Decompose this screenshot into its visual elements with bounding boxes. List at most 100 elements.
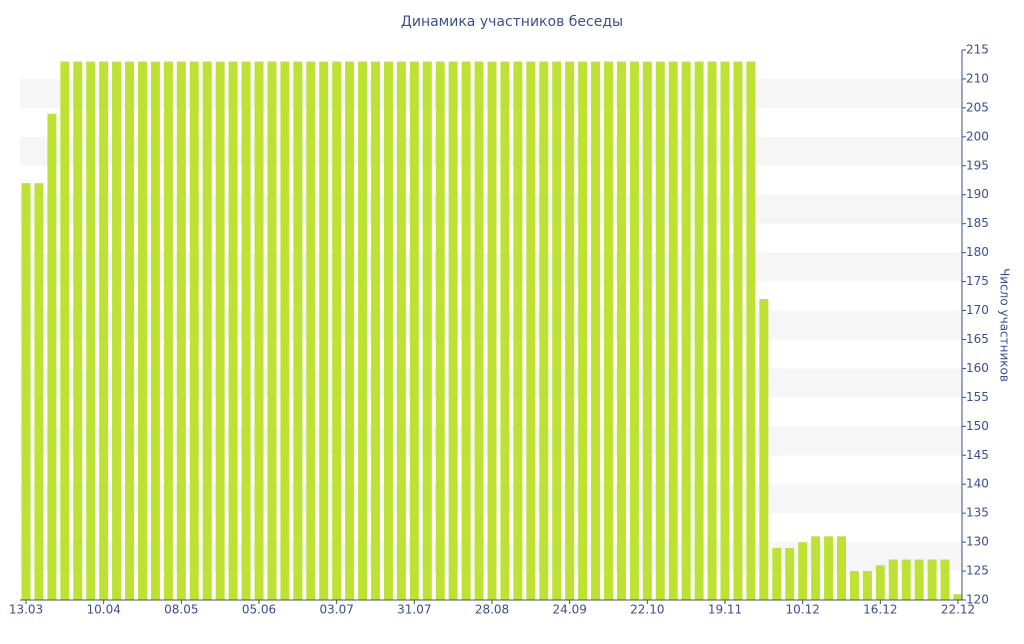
bar	[591, 61, 601, 600]
bar	[254, 61, 264, 600]
y-tick-label: 165	[966, 332, 989, 346]
x-tick-label: 28.08	[475, 603, 509, 617]
bar	[733, 61, 743, 600]
y-tick-label: 180	[966, 245, 989, 259]
bar	[629, 61, 639, 600]
bar	[953, 594, 963, 600]
bar	[604, 61, 613, 600]
bar	[189, 61, 199, 600]
x-tick-label: 31.07	[397, 603, 431, 617]
bar	[642, 61, 652, 600]
bar	[668, 61, 678, 600]
bar	[474, 61, 484, 600]
bar	[47, 113, 57, 601]
bar	[500, 61, 510, 600]
bar	[86, 61, 96, 600]
bar	[383, 61, 393, 600]
bar	[513, 61, 523, 600]
y-tick-label: 185	[966, 216, 989, 230]
x-tick-label: 19.11	[708, 603, 742, 617]
bar	[21, 183, 31, 600]
bar	[332, 61, 342, 600]
y-tick-label: 135	[966, 506, 989, 520]
bar	[837, 536, 846, 600]
bar	[73, 61, 83, 600]
bar	[34, 183, 44, 600]
bar	[526, 61, 536, 600]
y-tick-label: 190	[966, 187, 989, 201]
x-tick-label: 24.09	[552, 603, 586, 617]
bar	[176, 61, 186, 600]
bar	[293, 61, 303, 600]
y-tick-label: 170	[966, 303, 989, 317]
bar	[228, 61, 238, 600]
bar	[448, 61, 458, 600]
x-tick-label: 10.04	[86, 603, 120, 617]
bar	[409, 61, 419, 600]
bar	[396, 61, 406, 600]
bar	[616, 61, 626, 600]
x-tick-label: 10.12	[785, 603, 819, 617]
y-tick-label: 140	[966, 477, 989, 491]
bar	[306, 61, 316, 600]
bar	[241, 61, 251, 600]
y-tick-label: 215	[966, 43, 989, 57]
y-tick-label: 195	[966, 158, 989, 172]
bar	[694, 61, 704, 600]
y-tick-label: 120	[966, 593, 989, 607]
bar	[435, 61, 445, 600]
bar	[888, 559, 898, 600]
bar	[280, 61, 290, 600]
bar	[940, 559, 950, 600]
bar	[746, 61, 756, 600]
y-tick-label: 155	[966, 390, 989, 404]
y-tick-label: 210	[966, 71, 989, 85]
bar	[125, 61, 135, 600]
bar	[707, 61, 717, 600]
bar	[138, 61, 147, 600]
bar	[539, 61, 549, 600]
bar	[565, 61, 575, 600]
bar	[875, 565, 885, 600]
x-tick-label: 05.06	[242, 603, 276, 617]
y-axis-label: Число участников	[998, 268, 1012, 382]
bar	[163, 61, 173, 600]
bar	[914, 559, 924, 600]
chart-title: Динамика участников беседы	[401, 14, 623, 30]
x-tick-label: 22.12	[941, 603, 975, 617]
y-tick-label: 160	[966, 361, 989, 375]
bar	[798, 542, 808, 600]
y-tick-label: 200	[966, 129, 989, 143]
y-tick-label: 175	[966, 274, 989, 288]
bar	[150, 61, 160, 600]
bar	[60, 61, 70, 600]
bar	[422, 61, 432, 600]
bar	[487, 61, 497, 600]
bar	[371, 61, 380, 600]
x-tick-label: 03.07	[319, 603, 353, 617]
x-tick-label: 16.12	[863, 603, 897, 617]
y-tick-label: 150	[966, 419, 989, 433]
bar	[461, 61, 471, 600]
y-tick-label: 130	[966, 535, 989, 549]
bar	[202, 61, 212, 600]
bar	[267, 61, 277, 600]
bar	[552, 61, 562, 600]
bar	[720, 61, 730, 600]
bar	[655, 61, 665, 600]
bar	[927, 559, 937, 600]
bar	[785, 547, 795, 600]
y-tick-label: 205	[966, 100, 989, 114]
bar	[759, 298, 769, 600]
bar	[215, 61, 225, 600]
bar	[99, 61, 109, 600]
bar	[862, 571, 872, 600]
bar	[578, 61, 588, 600]
y-tick-label: 125	[966, 564, 989, 578]
bar	[772, 547, 782, 600]
x-tick-label: 22.10	[630, 603, 664, 617]
x-tick-label: 13.03	[9, 603, 43, 617]
bar	[811, 536, 821, 600]
bar	[358, 61, 368, 600]
